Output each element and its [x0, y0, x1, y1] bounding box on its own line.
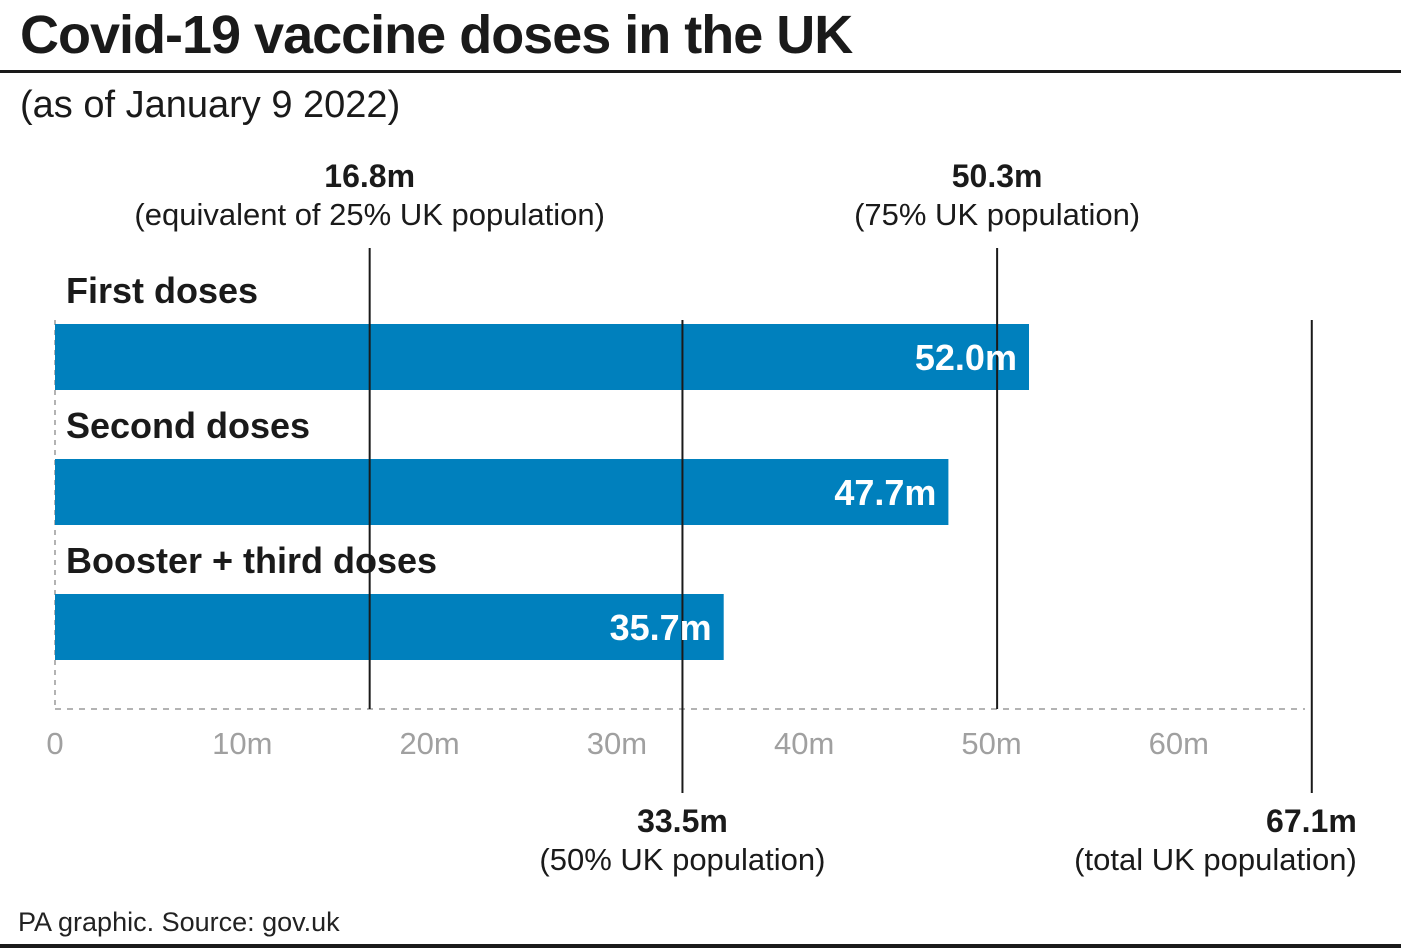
value-label: 35.7m	[610, 607, 712, 648]
bottom-divider	[0, 944, 1401, 948]
reference-value-label: 50.3m	[952, 158, 1043, 194]
category-label: Booster + third doses	[66, 540, 437, 581]
bar	[55, 324, 1029, 390]
reference-value-label: 67.1m	[1266, 803, 1357, 839]
reference-value-label: 33.5m	[637, 803, 728, 839]
bar	[55, 459, 949, 525]
tick-label: 20m	[399, 726, 459, 761]
tick-label: 0	[46, 726, 63, 761]
title-divider	[0, 70, 1401, 73]
reference-description: (75% UK population)	[854, 197, 1140, 232]
bar	[55, 594, 724, 660]
tick-label: 30m	[587, 726, 647, 761]
category-label: First doses	[66, 270, 258, 311]
source-credit: PA graphic. Source: gov.uk	[18, 907, 340, 937]
tick-label: 50m	[961, 726, 1021, 761]
reference-value-label: 16.8m	[324, 158, 415, 194]
reference-description: (equivalent of 25% UK population)	[134, 197, 604, 232]
value-label: 52.0m	[915, 337, 1017, 378]
tick-label: 60m	[1149, 726, 1209, 761]
reference-description: (50% UK population)	[539, 842, 825, 877]
chart-subtitle: (as of January 9 2022)	[20, 84, 401, 126]
value-label: 47.7m	[834, 472, 936, 513]
chart-title: Covid-19 vaccine doses in the UK	[20, 5, 853, 65]
tick-label: 40m	[774, 726, 834, 761]
reference-description: (total UK population)	[1074, 842, 1357, 877]
category-label: Second doses	[66, 405, 310, 446]
tick-label: 10m	[212, 726, 272, 761]
